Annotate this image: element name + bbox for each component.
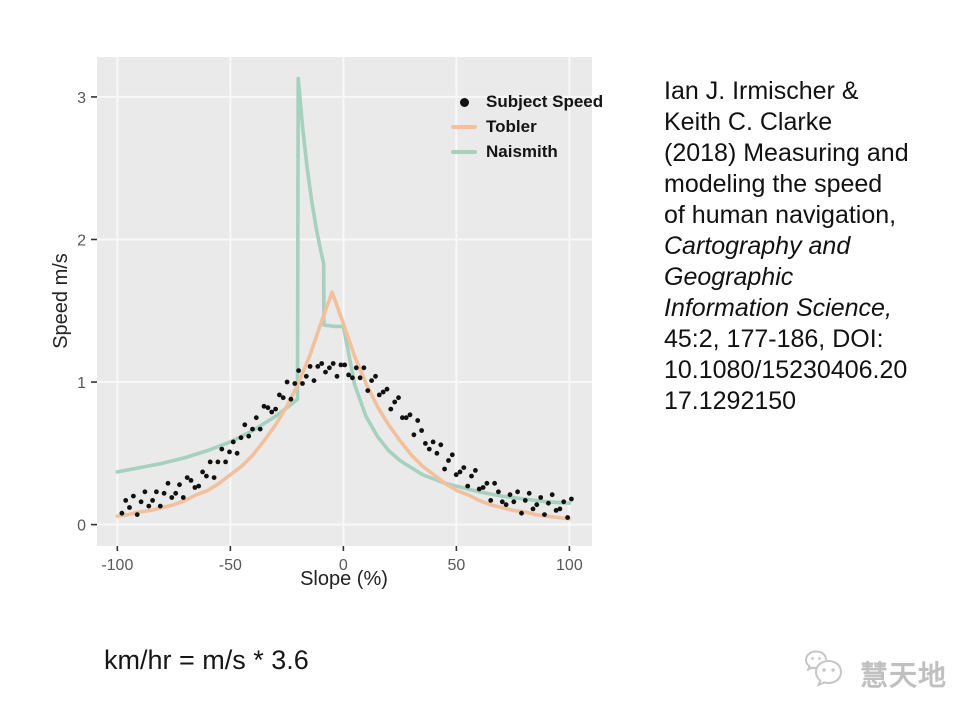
x-axis-title: Slope (%) — [300, 568, 388, 590]
citation-line: modeling the speed — [664, 170, 883, 198]
legend-point-swatch — [450, 97, 478, 107]
legend-line-swatch — [450, 125, 478, 129]
y-axis-title: Speed m/s — [50, 253, 72, 349]
x-tick-label: 0 — [339, 557, 348, 574]
citation: Ian J. Irmischer & Keith C. Clarke (2018) … — [664, 76, 944, 417]
x-tick-label: 100 — [556, 557, 583, 574]
y-tick-label: 1 — [77, 375, 86, 392]
legend-label: Subject Speed — [486, 92, 604, 111]
citation-line: Information Science, — [664, 294, 892, 322]
citation-line: Ian J. Irmischer & — [664, 77, 859, 105]
citation-line: Geographic — [664, 263, 794, 291]
x-tick-label: 50 — [447, 557, 465, 574]
plot-panel — [97, 57, 592, 546]
watermark: 慧天地 — [802, 650, 947, 698]
legend-item-tobler: Tobler — [450, 117, 603, 136]
legend-label: Tobler — [486, 117, 537, 136]
plot-area: -100 -50 0 50 100 0 1 2 3 — [77, 57, 592, 574]
legend-label: Naismith — [486, 142, 558, 161]
watermark-text: 慧天地 — [860, 660, 948, 691]
legend-item-subject-speed: Subject Speed — [450, 92, 604, 111]
y-tick-label: 2 — [77, 232, 86, 249]
line-tobler — [115, 290, 572, 521]
legend-item-naismith: Naismith — [450, 142, 603, 161]
citation-line: of human navigation, — [664, 201, 897, 229]
y-tick-label: 0 — [77, 518, 86, 535]
x-tick-label: -100 — [101, 557, 133, 574]
legend-line-swatch — [450, 150, 478, 154]
citation-line: (2018) Measuring and — [664, 139, 909, 167]
y-tick-label: 3 — [77, 90, 86, 107]
citation-line: 17.1292150 — [664, 387, 797, 415]
unit-conversion-formula: km/hr = m/s * 3.6 — [104, 645, 309, 675]
scatter-subject-speed — [119, 361, 574, 520]
x-tick-label: -50 — [219, 557, 242, 574]
citation-line: 45:2, 177-186, DOI: — [664, 325, 884, 353]
wechat-bubbles-icon — [804, 650, 843, 687]
citation-line: Keith C. Clarke — [664, 108, 833, 136]
citation-line: 10.1080/15230406.20 — [664, 356, 908, 384]
citation-line: Cartography and — [664, 232, 851, 260]
chart-legend: Subject Speed Tobler Naismith — [450, 92, 604, 161]
